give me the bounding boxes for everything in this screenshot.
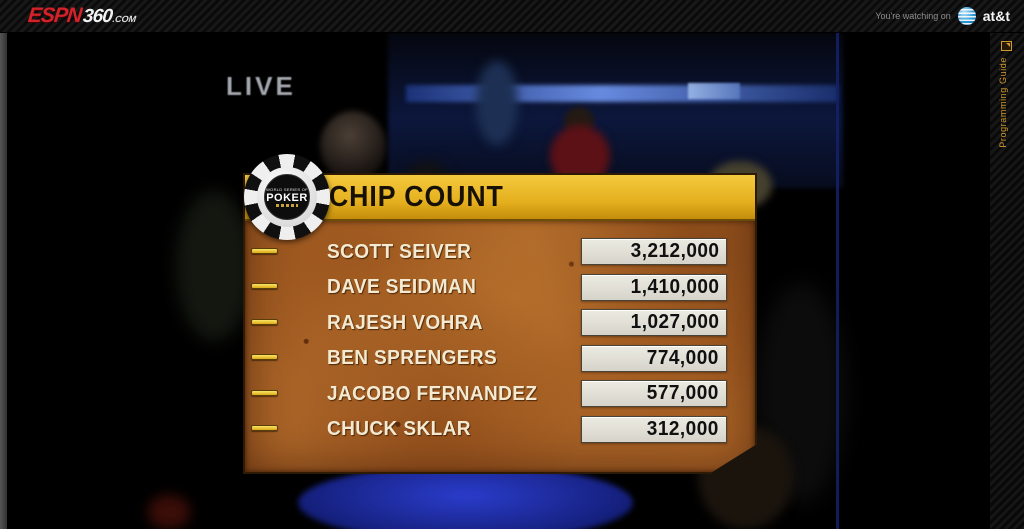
- player-row: BEN SPRENGERS 774,000: [245, 341, 755, 377]
- player-row: DAVE SEIDMAN 1,410,000: [245, 270, 755, 306]
- row-tick-marker: [251, 283, 278, 289]
- chip-count-panel: CHIP COUNT SCOTT SEIVER 3,212,000 DAVE S…: [243, 173, 757, 474]
- player-name: RAJESH VOHRA: [327, 310, 483, 334]
- chip-value-box: 577,000: [581, 380, 727, 407]
- chip-value: 1,410,000: [630, 275, 719, 298]
- player-name: BEN SPRENGERS: [327, 346, 498, 370]
- scene-spectator: [476, 61, 518, 145]
- row-tick-marker: [251, 425, 278, 431]
- chip-value-box: 1,027,000: [581, 309, 727, 336]
- espn-logo-text: ESPN: [26, 4, 83, 27]
- player-name: SCOTT SEIVER: [327, 239, 472, 263]
- row-tick-marker: [251, 319, 278, 325]
- player-row: CHUCK SKLAR 312,000: [245, 412, 755, 448]
- chip-count-title: CHIP COUNT: [329, 180, 504, 213]
- chip-inner-ring: WORLD SERIES OF POKER: [257, 167, 317, 227]
- chip-value: 774,000: [646, 346, 719, 369]
- chip-value-box: 1,410,000: [581, 274, 727, 301]
- chip-count-header: CHIP COUNT: [245, 175, 755, 221]
- row-tick-marker: [251, 390, 278, 396]
- chip-value: 577,000: [646, 382, 719, 405]
- player-left-border: [0, 33, 7, 529]
- wsop-logo-main-text: POKER: [266, 192, 308, 204]
- wsop-logo-top-text: WORLD SERIES OF: [266, 187, 308, 192]
- programming-guide-icon[interactable]: [1001, 41, 1012, 51]
- player-row: SCOTT SEIVER 3,212,000: [245, 234, 755, 270]
- live-badge: LIVE: [226, 71, 296, 101]
- chip-count-rows: SCOTT SEIVER 3,212,000 DAVE SEIDMAN 1,41…: [245, 234, 755, 447]
- player-name: CHUCK SKLAR: [327, 417, 471, 441]
- player-name: DAVE SEIDMAN: [327, 275, 477, 299]
- live-video-frame[interactable]: LIVE CHIP COUNT SCOTT SEIVER 3,212,000 D…: [8, 33, 990, 529]
- scene-blue-chair: [298, 465, 633, 529]
- att-wordmark: at&t: [982, 8, 1010, 24]
- player-row: JACOBO FERNANDEZ 577,000: [245, 376, 755, 412]
- player-name: JACOBO FERNANDEZ: [327, 381, 538, 405]
- chip-value: 1,027,000: [630, 311, 719, 334]
- chip-value-box: 774,000: [581, 345, 727, 372]
- scene-spectator: [320, 111, 386, 181]
- wsop-poker-chip-icon: WORLD SERIES OF POKER: [244, 154, 330, 240]
- scene-pillar-line: [836, 33, 839, 529]
- watching-on-label: You're watching on: [875, 11, 951, 21]
- wsop-logo: WORLD SERIES OF POKER: [264, 174, 310, 220]
- scene-lit-counter: [406, 85, 838, 102]
- espn-com-text: .COM: [112, 14, 137, 24]
- right-rail: Programming Guide: [990, 33, 1024, 529]
- programming-guide-tab[interactable]: Programming Guide: [998, 57, 1008, 148]
- row-tick-marker: [251, 248, 278, 254]
- scene-blue-wall: [388, 33, 843, 188]
- chip-value: 312,000: [646, 417, 719, 440]
- scene-detail: [148, 495, 190, 529]
- chip-value: 3,212,000: [630, 240, 719, 263]
- att-globe-icon: [957, 7, 976, 25]
- scene-monitor: [688, 83, 740, 99]
- chip-value-box: 3,212,000: [581, 238, 727, 265]
- chip-value-box: 312,000: [581, 416, 727, 443]
- top-bar: ESPN 360 .COM You're watching on at&t: [0, 0, 1024, 33]
- wsop-logo-underline: [276, 204, 298, 207]
- espn-360-text: 360: [82, 6, 113, 27]
- scene-spectator: [176, 191, 252, 341]
- player-row: RAJESH VOHRA 1,027,000: [245, 305, 755, 341]
- provider-branding: You're watching on at&t: [875, 7, 1010, 25]
- row-tick-marker: [251, 354, 278, 360]
- espn360-logo[interactable]: ESPN 360 .COM: [27, 4, 138, 28]
